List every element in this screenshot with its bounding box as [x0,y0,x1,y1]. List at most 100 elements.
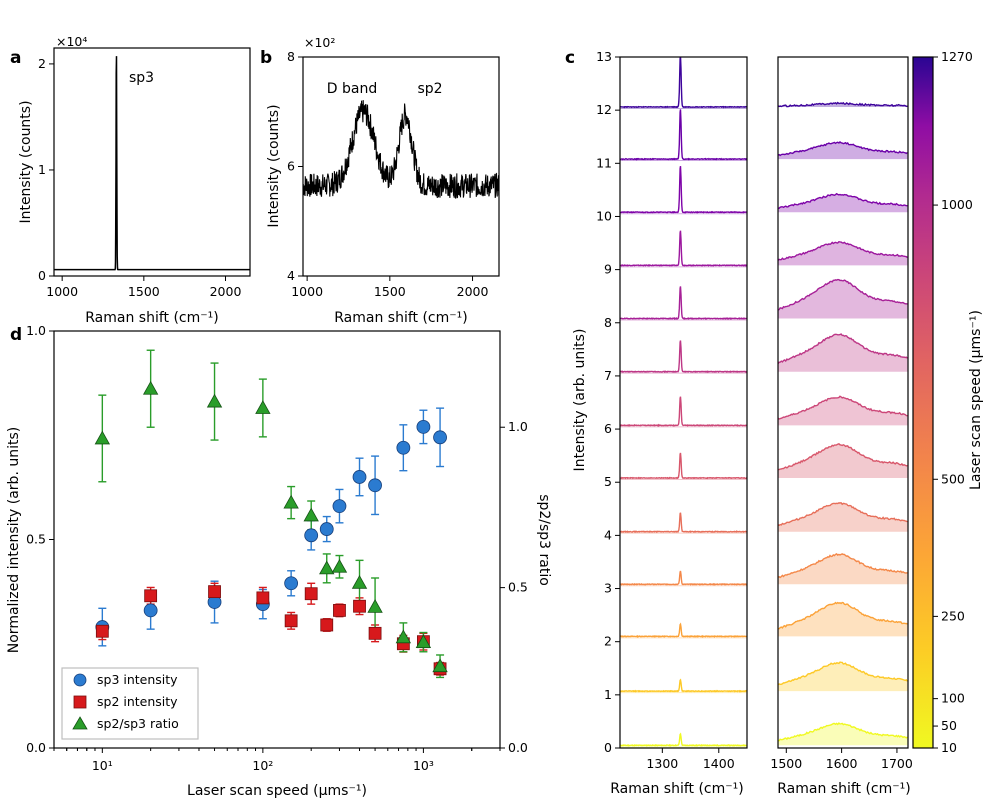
panel-c-right-fill [778,241,908,266]
panel-c-left-trace [620,57,747,109]
panel-b-annotation-sp2: sp2 [417,81,442,97]
panel-b-ytick-label: 8 [287,49,295,64]
panel-c-left-trace [620,109,747,161]
colorbar-tick-label: 100 [941,691,965,706]
panel-d-y2tick-label: 0.0 [508,740,528,755]
panel-c-right-trace [778,192,908,210]
panel-c-right-trace [778,443,908,471]
panel-c-right-trace [778,101,908,108]
panel-c-right-xtick-label: 1500 [770,756,802,771]
panel-b-xtick-label: 1000 [291,284,323,299]
data-point-ratio [395,629,412,644]
panel-b-ytick-label: 4 [287,268,295,283]
colorbar-tick-label: 250 [941,608,965,623]
panel-a-ytick-label: 1 [38,162,46,177]
panel-label-a: a [10,48,21,68]
panel-c-right-fill [778,141,908,160]
colorbar-tick-label: 1270 [941,49,973,64]
panel-b-xtick-label: 2000 [457,284,489,299]
data-point-sp2 [256,591,270,605]
panel-c-left-xtick-label: 1300 [646,756,678,771]
panel-c-ytick-label: 2 [604,634,612,649]
panel-c-left-xtick-label: 1400 [703,756,735,771]
panel-c-right-trace [778,502,908,527]
legend-marker-sp2 [73,695,87,709]
panel-d: 10¹ 10² 10³ 0.0 0.5 1.0 0.0 0.5 1.0 Laser scan s… [6,323,552,799]
panel-c-left-trace [620,512,747,534]
panel-c-ytick-label: 4 [604,527,612,542]
panel-label-c: c [565,48,575,68]
data-point-sp3 [143,603,158,618]
panel-a-xtick-label: 1500 [128,284,160,299]
panel-b-xtick-label: 1500 [374,284,406,299]
panel-c-right-trace [778,553,908,579]
panel-a-annotation-sp3: sp3 [129,70,154,86]
panel-c-ytick-label: 1 [604,687,612,702]
panel-c-ytick-label: 12 [596,102,612,117]
colorbar-tick-label: 10 [941,740,957,755]
data-point-ratio [206,393,223,408]
panel-c-right-frame [777,56,909,749]
panel-c-ytick-label: 3 [604,581,612,596]
colorbar-label: Laser scan speed (μms⁻¹) [968,310,984,490]
data-point-sp2 [284,614,298,628]
panel-c-ytick-label: 11 [596,155,612,170]
data-point-sp3 [396,440,411,455]
data-point-sp2 [368,626,382,640]
data-point-ratio [432,658,448,673]
colorbar-tick-label: 50 [941,718,957,733]
panel-c-right-trace [778,278,908,311]
data-point-ratio [351,574,368,589]
panel-c-left-trace [620,340,747,374]
data-point-ratio [367,599,383,613]
data-point-sp2 [95,624,109,638]
panel-d-xlabel: Laser scan speed (μms⁻¹) [187,783,367,799]
panel-d-legend: sp3 intensity sp2 intensity sp2/sp3 rati… [61,667,199,740]
data-point-sp2 [144,589,158,603]
panel-d-xtick-label: 10¹ [92,758,113,773]
panel-c-right-fill [778,443,908,478]
panel-a-ytick-label: 0 [38,268,46,283]
panel-c-right-xlabel: Raman shift (cm⁻¹) [777,781,910,797]
panel-d-ylabel: Normalized intensity (arb. units) [6,427,22,653]
panel-c-right-fill [778,662,908,692]
data-point-ratio [94,430,111,445]
panel-d-y2tick-label: 1.0 [508,419,528,434]
panel-c-left-trace [620,165,747,214]
panel-d-xtick-label: 10² [252,758,273,773]
panel-d-xtick-label: 10³ [413,758,434,773]
data-point-ratio [415,634,432,649]
panel-c-left-trace [620,286,747,320]
panel-c-right-trace [778,140,908,157]
legend-label-sp3: sp3 intensity [97,672,178,687]
panel-c-right-fill [778,279,908,319]
panel-c-ytick-label: 10 [596,208,612,223]
panel-a-xlabel: Raman shift (cm⁻¹) [85,310,218,326]
panel-c-left-trace [620,732,747,747]
panel-c-right-trace [778,333,908,365]
panel-c-right-trace [778,601,908,630]
panel-c-right-trace [778,240,908,261]
data-point-ratio [331,558,348,573]
data-point-ratio [283,494,299,509]
panel-c-ytick-label: 7 [604,368,612,383]
panel-c-right-trace [778,722,908,742]
data-point-sp3 [332,499,347,514]
data-point-sp2 [320,618,334,632]
data-point-sp3 [416,420,431,434]
panel-c-right-fill [778,553,908,585]
panel-a-multiplier: ×10⁴ [56,34,87,49]
panel-b: 1000 1500 2000 4 6 8 ×10² D band sp2 Raman sh… [266,35,500,326]
panel-c-right-fill [778,396,908,426]
panel-c-right-fill [778,602,908,637]
panel-b-annotation-dband: D band [327,81,377,97]
panel-b-ytick-label: 6 [287,159,295,174]
panel-c-ytick-label: 6 [604,421,612,436]
panel-a-xtick-label: 1000 [46,284,78,299]
panel-c-right-trace [778,661,908,686]
panel-c-left-trace [620,678,747,693]
panel-c-right-fill [778,502,908,532]
panel-a-frame [53,47,251,277]
panel-c-ytick-label: 8 [604,315,612,330]
